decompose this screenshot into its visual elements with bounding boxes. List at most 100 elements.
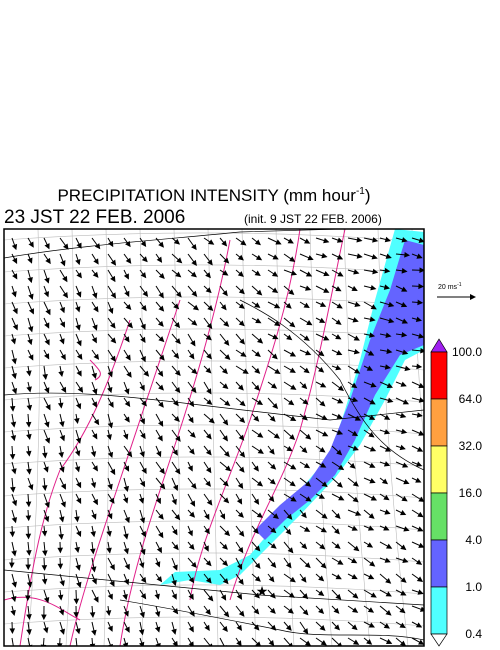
wind-arrow-head — [172, 449, 178, 456]
wind-arrow-head — [236, 640, 242, 646]
wind-arrow-head — [400, 544, 407, 551]
wind-arrow-head — [303, 462, 311, 469]
wind-arrow-head — [59, 466, 65, 473]
wind-arrow-head — [60, 353, 66, 361]
wind-arrow-head — [191, 259, 197, 267]
wind-arrow-head — [92, 498, 98, 506]
wind-arrow-head — [158, 336, 165, 343]
wind-arrow-head — [404, 365, 411, 372]
wind-arrow-head — [189, 448, 195, 455]
wind-arrow-head — [107, 451, 114, 459]
wind-arrow-head — [58, 516, 65, 523]
wind-arrow-head — [10, 435, 17, 442]
wind-arrow-head — [351, 624, 358, 631]
wind-arrow-head — [336, 254, 344, 260]
wind-arrow-head — [205, 334, 212, 341]
wind-arrow-head — [26, 629, 32, 636]
wind-arrow-head — [270, 543, 277, 549]
wind-arrow-head — [334, 528, 340, 535]
wind-arrow-head — [399, 607, 406, 614]
wind-arrow-head — [415, 622, 423, 628]
wind-arrow-head — [320, 562, 327, 569]
wind-arrow-head — [255, 254, 263, 261]
wind-arrow-head — [318, 608, 325, 614]
wind-arrow-head — [402, 399, 410, 405]
wind-arrow-head — [224, 451, 230, 458]
wind-arrow-head — [401, 268, 408, 274]
wind-arrow-head — [73, 598, 80, 605]
wind-arrow-head — [126, 451, 133, 458]
wind-arrow-head — [285, 528, 292, 535]
wind-arrow-head — [94, 243, 101, 250]
wind-arrow-head — [238, 466, 245, 473]
wind-arrow-head — [26, 404, 33, 411]
wind-arrow-head — [289, 576, 296, 583]
wind-arrow-head — [366, 542, 374, 548]
wind-arrow-head — [9, 562, 15, 569]
init-time: (init. 9 JST 22 FEB. 2006) — [244, 212, 382, 226]
wind-arrow-head — [272, 254, 279, 260]
wind-arrow-head — [159, 467, 165, 475]
wind-arrow-head — [25, 595, 31, 602]
wind-arrow-head — [41, 614, 47, 621]
wind-arrow-head — [12, 324, 18, 331]
wind-arrow-head — [109, 580, 115, 587]
wind-arrow-head — [189, 431, 196, 438]
wind-arrow-head — [172, 529, 178, 536]
wind-arrow-head — [222, 290, 228, 297]
wind-arrow-head — [222, 480, 229, 487]
wind-arrow-head — [207, 595, 214, 602]
wind-arrow-head — [323, 335, 330, 341]
wind-arrow-head — [59, 338, 65, 345]
wind-arrow-head — [338, 495, 345, 501]
wind-scale-exponent: -1 — [457, 282, 462, 288]
wind-arrow-head — [12, 257, 18, 265]
wind-arrow-head — [402, 462, 409, 468]
wind-arrow-head — [415, 477, 422, 483]
wind-arrow-head — [385, 332, 392, 338]
wind-arrow-head — [175, 271, 182, 278]
wind-arrow-head — [42, 374, 48, 380]
wind-arrow-head — [42, 550, 48, 557]
location-star: ★ — [256, 583, 269, 599]
wind-arrow-head — [174, 338, 181, 345]
wind-arrow-head — [303, 367, 310, 374]
wind-arrow-head — [108, 240, 114, 248]
wind-arrow-head — [321, 481, 328, 488]
wind-arrow-head — [57, 594, 64, 601]
wind-arrow-head — [25, 515, 32, 522]
wind-arrow-head — [123, 548, 129, 555]
wind-arrow-head — [355, 510, 362, 516]
wind-arrow-head — [12, 273, 18, 280]
wind-arrow-head — [91, 629, 97, 636]
wind-arrow-head — [334, 543, 341, 549]
wind-arrow-head — [155, 561, 161, 568]
wind-arrow-head — [10, 486, 16, 493]
wind-arrow-head — [385, 609, 392, 616]
wind-arrow-head — [383, 494, 390, 501]
wind-arrow-head — [140, 336, 146, 344]
wind-arrow-head — [207, 305, 214, 311]
wind-arrow-head — [172, 608, 179, 615]
wind-arrow-head — [402, 557, 409, 564]
wind-arrow-head — [140, 240, 147, 247]
wind-arrow-head — [28, 354, 34, 361]
wind-arrow-head — [354, 415, 362, 421]
wind-arrow-head — [76, 370, 82, 377]
wind-arrow-head — [158, 272, 165, 279]
wind-arrow-head — [141, 256, 148, 263]
wind-arrow-head — [105, 610, 112, 617]
wind-arrow-head — [11, 517, 18, 524]
wind-arrow-head — [91, 337, 97, 344]
wind-arrow-head — [11, 372, 17, 380]
wind-arrow-head — [300, 576, 307, 583]
wind-arrow-head — [138, 629, 145, 636]
wind-arrow-head — [75, 564, 81, 571]
wind-arrow-head — [257, 448, 264, 454]
wind-arrow-head — [92, 388, 98, 395]
wind-arrow-head — [25, 421, 32, 428]
map-area: ★ — [3, 228, 425, 647]
wind-arrow-head — [272, 402, 279, 409]
wind-arrow-head — [301, 512, 307, 519]
